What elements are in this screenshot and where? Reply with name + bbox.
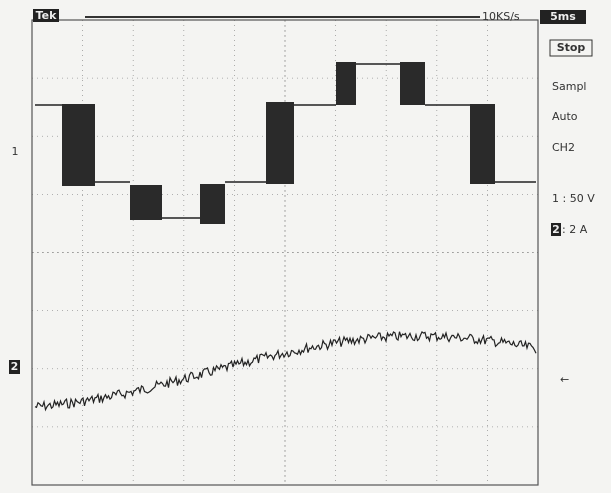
sample-rate: 10KS/s	[482, 10, 520, 23]
trigger: Auto	[552, 110, 578, 123]
pwm-block	[200, 184, 225, 224]
pwm-block	[470, 104, 495, 184]
oscilloscope-screen: Tek 10KS/s 5ms Stop Sampl Auto CH2 1 : 5…	[0, 0, 611, 493]
source: CH2	[552, 141, 575, 154]
pwm-block	[400, 62, 425, 105]
pwm-block	[336, 62, 356, 105]
ch2-marker: 2	[11, 360, 19, 373]
ch2-channel: 2	[552, 223, 560, 236]
timebase: 5ms	[550, 10, 576, 23]
pwm-block	[130, 185, 162, 220]
logo: Tek	[36, 9, 58, 22]
ch2-scale: : 2 A	[562, 223, 588, 236]
background	[0, 0, 611, 493]
trigger-arrow: ←	[560, 373, 569, 386]
ch1-marker: 1	[12, 145, 19, 158]
pwm-block	[266, 102, 294, 184]
page: Tek 10KS/s 5ms Stop Sampl Auto CH2 1 : 5…	[0, 0, 611, 493]
pwm-block	[62, 104, 95, 186]
mode: Sampl	[552, 80, 586, 93]
status: Stop	[557, 41, 586, 54]
ch1-scale: 1 : 50 V	[552, 192, 595, 205]
